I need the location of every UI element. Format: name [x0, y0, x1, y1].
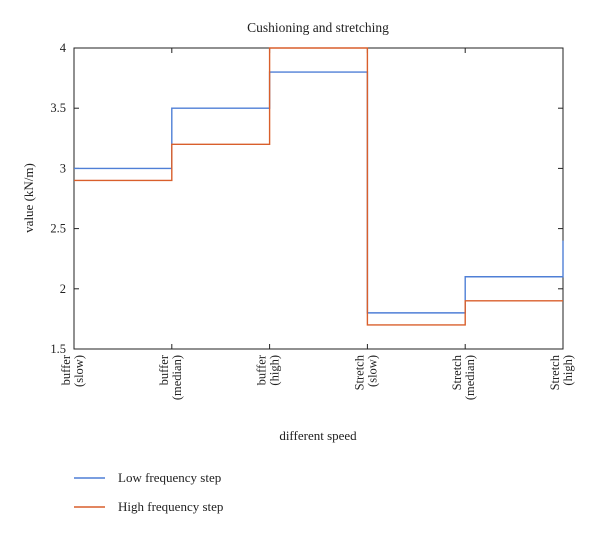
x-tick-label: Stretch(high) — [548, 354, 575, 390]
x-tick-label-line: Stretch — [548, 354, 562, 390]
y-tick-label: 2 — [60, 282, 66, 296]
x-tick-label-line: (high) — [268, 355, 282, 386]
x-axis-label: different speed — [279, 428, 357, 443]
legend: Low frequency step High frequency step — [74, 470, 223, 514]
x-tick-label-line: (median) — [170, 355, 184, 400]
y-axis-ticks: 1.5 2 2.5 3 3.5 4 — [50, 41, 563, 356]
series-line-high-frequency — [74, 47, 563, 326]
x-tick-label-line: buffer — [255, 354, 269, 385]
y-tick-label: 1.5 — [50, 342, 66, 356]
x-tick-label-line: (slow) — [365, 355, 379, 387]
chart-title: Cushioning and stretching — [247, 20, 389, 35]
x-tick-label: buffer(high) — [255, 354, 282, 385]
y-tick-label: 3.5 — [50, 101, 66, 115]
series-lines — [74, 47, 564, 326]
series-line-low-frequency — [74, 71, 564, 314]
x-tick-label-line: buffer — [157, 354, 171, 385]
x-tick-label-line: (high) — [561, 355, 575, 386]
x-axis-ticks: buffer(slow) buffer(median) buffer(high) St… — [59, 48, 575, 400]
x-tick-label-line: Stretch — [450, 354, 464, 390]
y-tick-label: 3 — [60, 161, 66, 175]
y-tick-label: 2.5 — [50, 222, 66, 236]
x-tick-label-line: (median) — [463, 355, 477, 400]
x-tick-label-line: Stretch — [352, 354, 366, 390]
x-tick-label: Stretch(median) — [450, 354, 477, 400]
y-tick-label: 4 — [60, 41, 67, 55]
x-tick-label-line: buffer — [59, 354, 73, 385]
x-tick-label: Stretch(slow) — [352, 354, 379, 390]
plot-frame — [73, 47, 564, 350]
y-axis-label: value (kN/m) — [21, 163, 36, 233]
legend-label: High frequency step — [118, 499, 223, 514]
x-tick-label: buffer(median) — [157, 354, 184, 400]
x-tick-label-line: (slow) — [72, 355, 86, 387]
x-tick-label: buffer(slow) — [59, 354, 86, 387]
legend-label: Low frequency step — [118, 470, 221, 485]
